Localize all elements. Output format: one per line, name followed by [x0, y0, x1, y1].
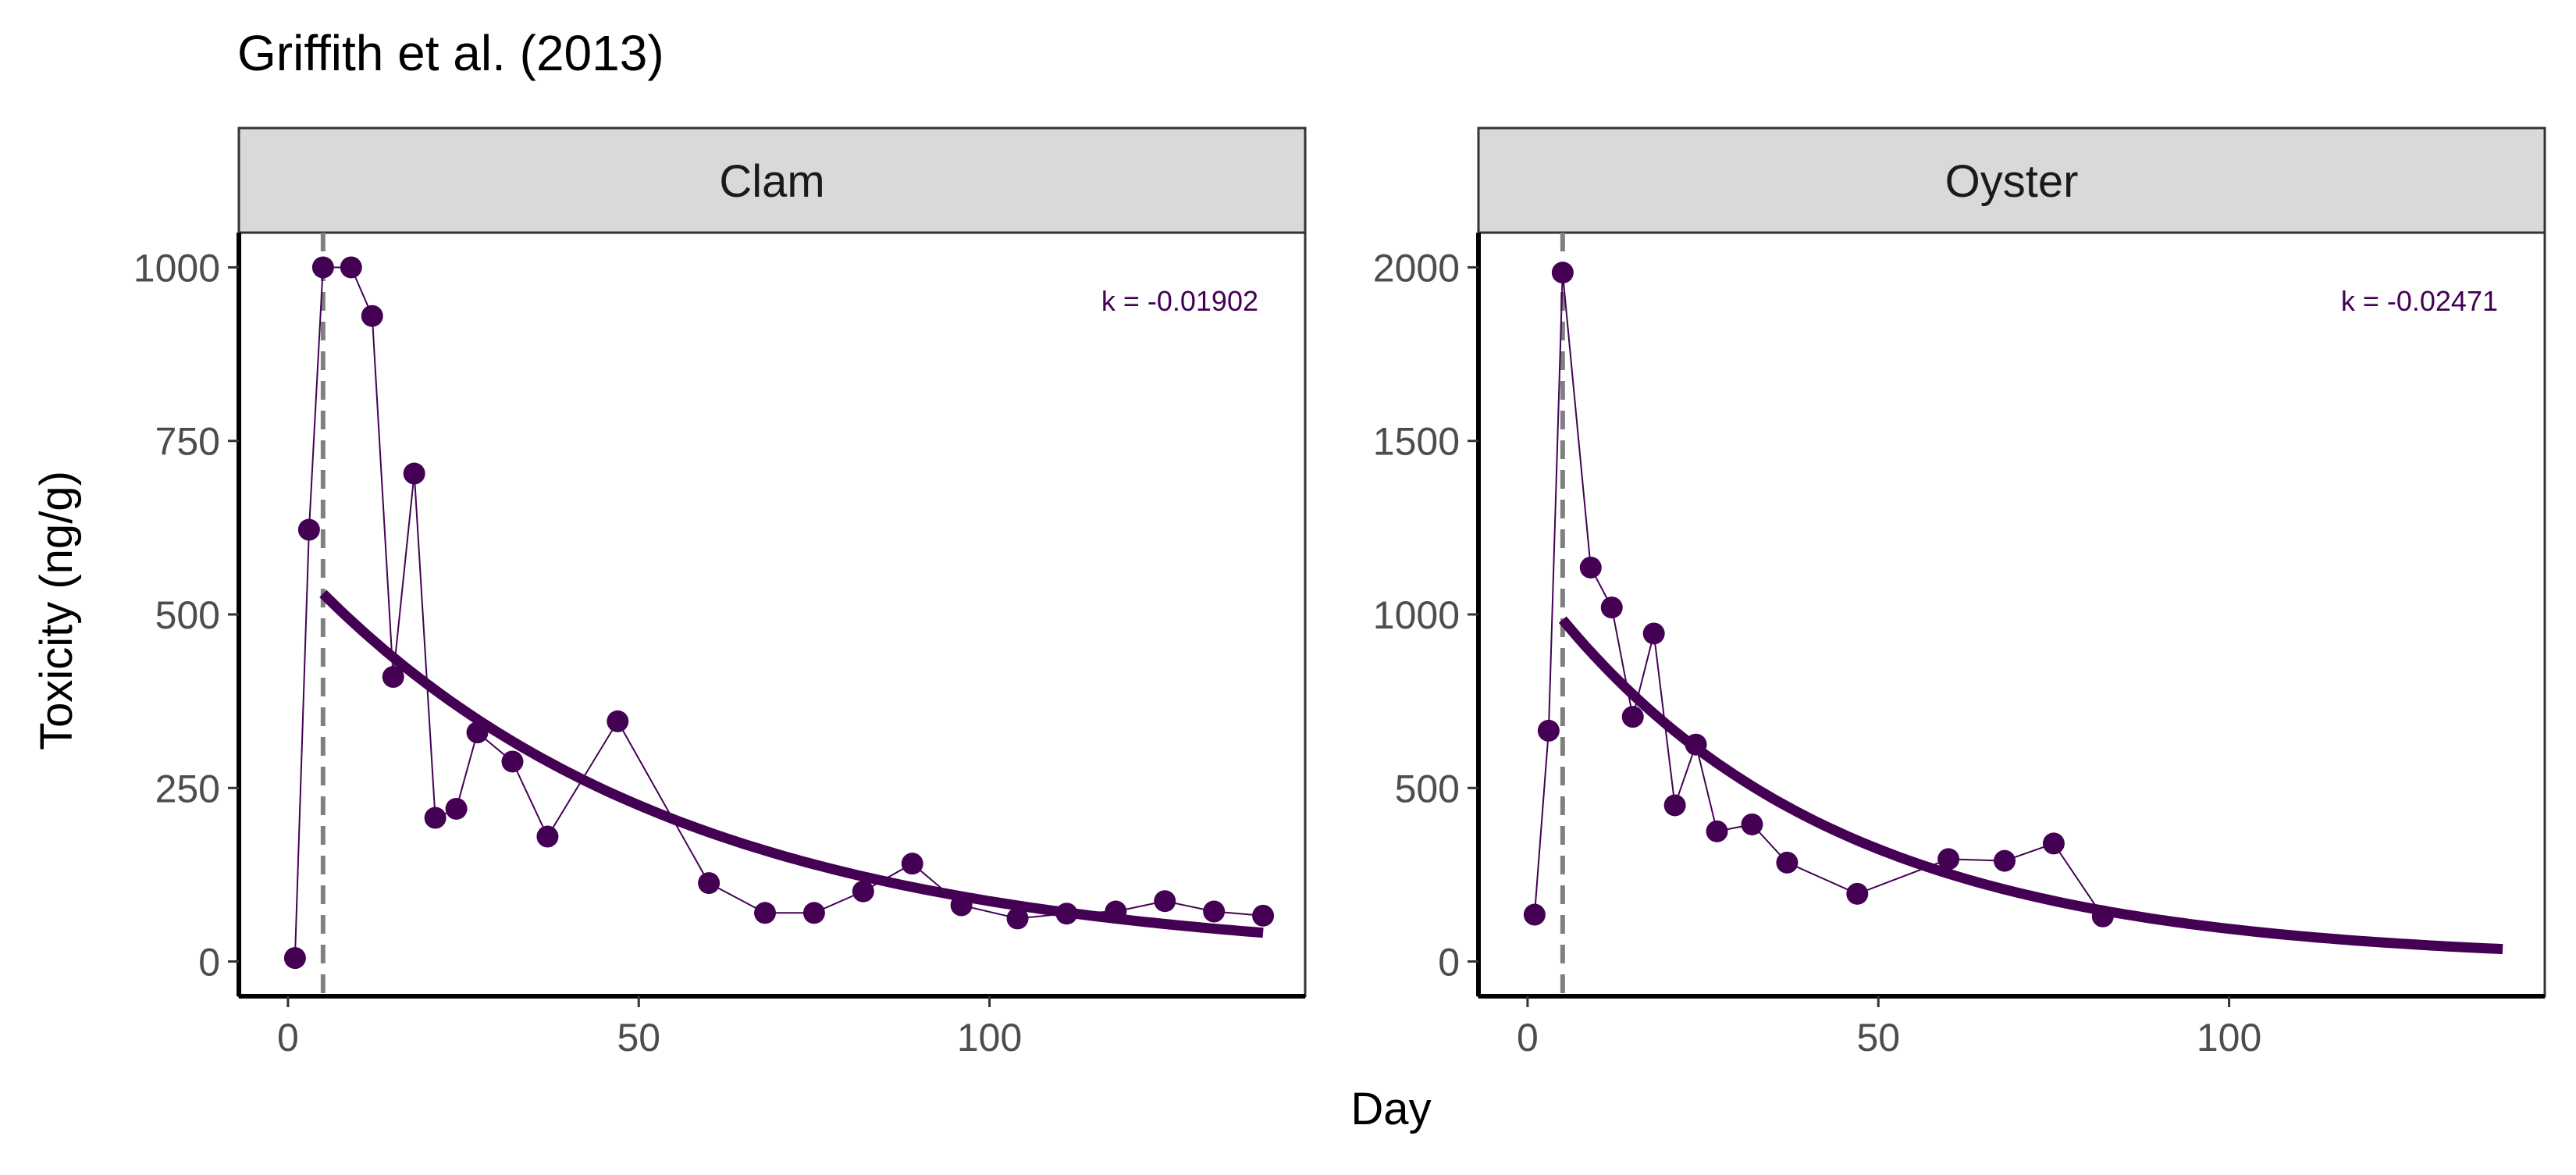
data-point	[1523, 903, 1546, 926]
x-tick-label: 100	[2197, 1016, 2261, 1059]
data-point	[852, 880, 874, 903]
data-point	[802, 902, 825, 924]
data-point	[1055, 903, 1078, 925]
data-point	[2042, 832, 2065, 855]
y-tick-label: 2000	[1373, 246, 1460, 290]
facet-strip-label: Clam	[719, 156, 824, 207]
data-point	[1706, 820, 1728, 842]
y-tick-label: 1500	[1373, 420, 1460, 464]
data-point	[1006, 907, 1029, 930]
x-tick-label: 50	[1856, 1016, 1900, 1059]
data-point	[754, 902, 777, 924]
data-point	[1937, 848, 1960, 871]
data-point	[340, 256, 362, 279]
data-point	[1741, 813, 1763, 835]
panel-border	[1477, 231, 2546, 998]
fit-curve	[1558, 616, 2503, 955]
x-axis-label: Day	[1350, 1084, 1431, 1134]
fit-curve	[319, 589, 1264, 938]
data-point	[2091, 905, 2114, 928]
data-point	[382, 666, 404, 689]
k-annotation: k = -0.02471	[2341, 285, 2498, 317]
data-point	[901, 853, 923, 875]
y-tick-label: 1000	[133, 246, 220, 290]
data-point	[466, 721, 489, 744]
data-point	[1154, 890, 1176, 913]
x-tick-label: 100	[957, 1016, 1022, 1059]
facet-strip	[1477, 126, 2546, 234]
data-point	[1994, 849, 2016, 872]
panel-border	[237, 231, 1307, 998]
data-point	[1105, 900, 1127, 923]
y-tick-label: 750	[155, 420, 220, 464]
data-point	[445, 797, 468, 820]
data-point	[361, 304, 383, 327]
y-tick-label: 500	[1395, 767, 1460, 810]
data-point	[536, 825, 559, 848]
chart-title: Griffith et al. (2013)	[237, 25, 664, 81]
data-point	[1776, 851, 1799, 874]
data-point	[1537, 719, 1560, 742]
y-tick-label: 0	[1438, 941, 1460, 985]
facet-strip-label: Oyster	[1945, 156, 2079, 207]
panel-oyster: Oyster k = -0.02471 0 500 1000 1500 2000 0 50 100	[1373, 126, 2546, 1059]
data-point	[698, 872, 720, 895]
data-point	[1663, 794, 1686, 817]
data-point	[283, 947, 306, 970]
x-tick-label: 50	[617, 1016, 660, 1059]
data-point	[1621, 706, 1644, 728]
panel-clam: Clam k = -0.01902 0 250 500 750 1000 0 50 100	[133, 126, 1307, 1059]
data-point	[311, 256, 334, 279]
data-point	[1600, 596, 1623, 619]
y-tick-label: 500	[155, 593, 220, 637]
data-point	[1579, 556, 1602, 579]
x-tick-label: 0	[1517, 1016, 1539, 1059]
y-tick-label: 250	[155, 767, 220, 810]
x-tick-label: 0	[277, 1016, 299, 1059]
data-point	[297, 518, 320, 541]
facet-strip	[237, 126, 1307, 234]
data-point	[403, 462, 425, 485]
data-point	[950, 894, 973, 917]
data-point	[501, 750, 524, 773]
y-tick-label: 0	[198, 941, 220, 985]
data-point	[1252, 904, 1275, 927]
data-point	[1642, 622, 1665, 645]
y-tick-label: 1000	[1373, 593, 1460, 637]
data-point	[1846, 882, 1869, 905]
data-point	[1203, 900, 1226, 923]
data-point	[1551, 262, 1574, 284]
data-point	[424, 806, 447, 829]
y-axis-label: Toxicity (ng/g)	[31, 471, 82, 750]
k-annotation: k = -0.01902	[1101, 285, 1258, 317]
data-point	[607, 710, 629, 732]
data-point	[1685, 733, 1707, 756]
